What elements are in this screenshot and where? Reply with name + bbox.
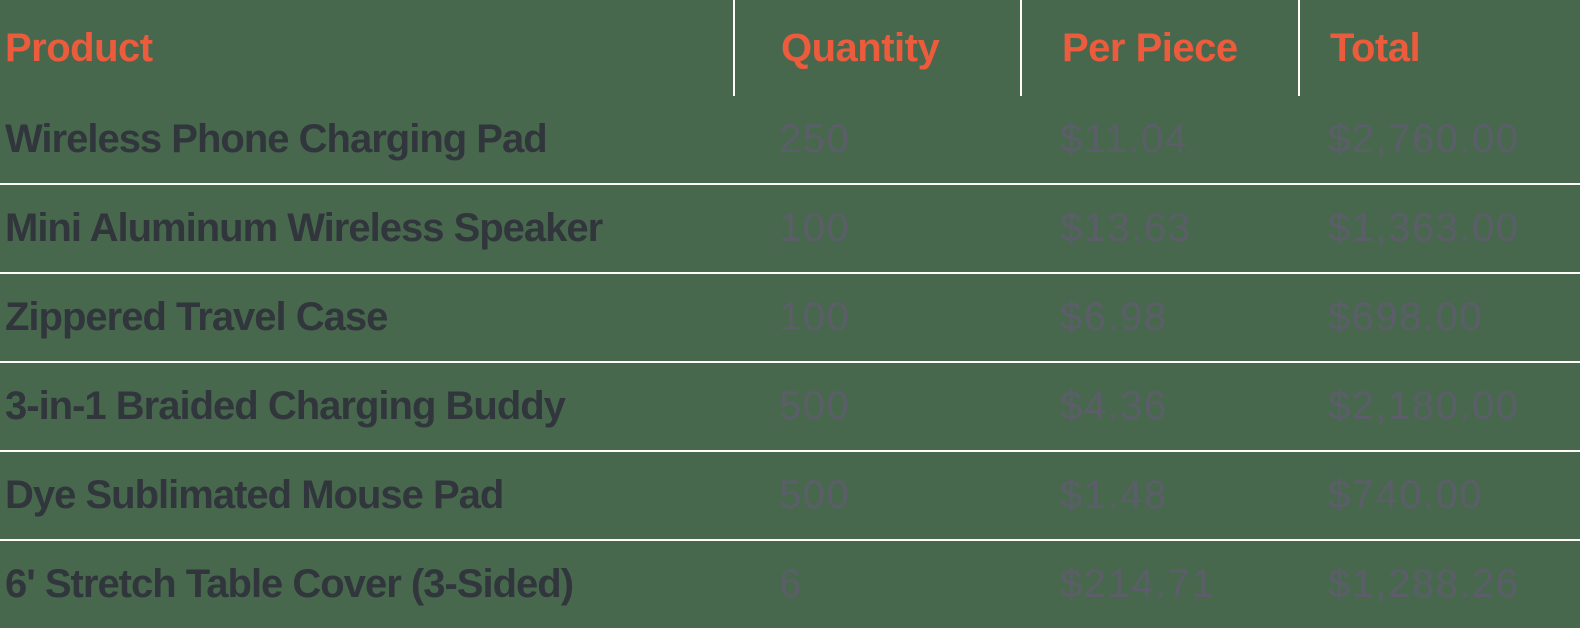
column-header-product: Product: [5, 25, 153, 70]
table-row: Mini Aluminum Wireless Speaker 100 $13.63 $…: [0, 185, 1580, 274]
product-cell: 3-in-1 Braided Charging Buddy: [5, 384, 566, 428]
table-row: 3-in-1 Braided Charging Buddy 500 $4.36 $2,…: [0, 363, 1580, 452]
total-cell: $2,760.00: [1328, 117, 1520, 161]
per-piece-cell: $214.71: [1060, 562, 1216, 606]
product-cell: Zippered Travel Case: [5, 295, 388, 339]
product-cell: Wireless Phone Charging Pad: [5, 117, 548, 161]
product-cell: Dye Sublimated Mouse Pad: [5, 473, 504, 517]
quantity-cell: 6: [779, 562, 803, 606]
quantity-cell: 100: [779, 206, 851, 250]
product-cell: 6' Stretch Table Cover (3-Sided): [5, 562, 574, 606]
per-piece-cell: $1.48: [1060, 473, 1168, 517]
table-row: Dye Sublimated Mouse Pad 500 $1.48 $740.00: [0, 452, 1580, 541]
column-header-per-piece: Per Piece: [1020, 0, 1298, 96]
per-piece-cell: $11.04: [1060, 117, 1189, 161]
table-row: 6' Stretch Table Cover (3-Sided) 6 $214.71…: [0, 541, 1580, 628]
per-piece-cell: $6.98: [1060, 295, 1168, 339]
per-piece-cell: $4.36: [1060, 384, 1168, 428]
total-cell: $1,288.26: [1328, 562, 1520, 606]
quantity-cell: 250: [779, 117, 851, 161]
table-header-row: Product Quantity Per Piece Total: [0, 0, 1580, 96]
total-cell: $1,363.00: [1328, 206, 1520, 250]
table-row: Wireless Phone Charging Pad 250 $11.04 $2,7…: [0, 96, 1580, 185]
quantity-cell: 500: [779, 384, 851, 428]
column-header-quantity: Quantity: [733, 0, 1020, 96]
column-header-total: Total: [1298, 0, 1580, 96]
product-cell: Mini Aluminum Wireless Speaker: [5, 206, 603, 250]
total-cell: $2,180.00: [1328, 384, 1520, 428]
table-row: Zippered Travel Case 100 $6.98 $698.00: [0, 274, 1580, 363]
total-cell: $698.00: [1328, 295, 1484, 339]
per-piece-cell: $13.63: [1060, 206, 1192, 250]
quantity-cell: 100: [779, 295, 851, 339]
quantity-cell: 500: [779, 473, 851, 517]
total-cell: $740.00: [1328, 473, 1484, 517]
